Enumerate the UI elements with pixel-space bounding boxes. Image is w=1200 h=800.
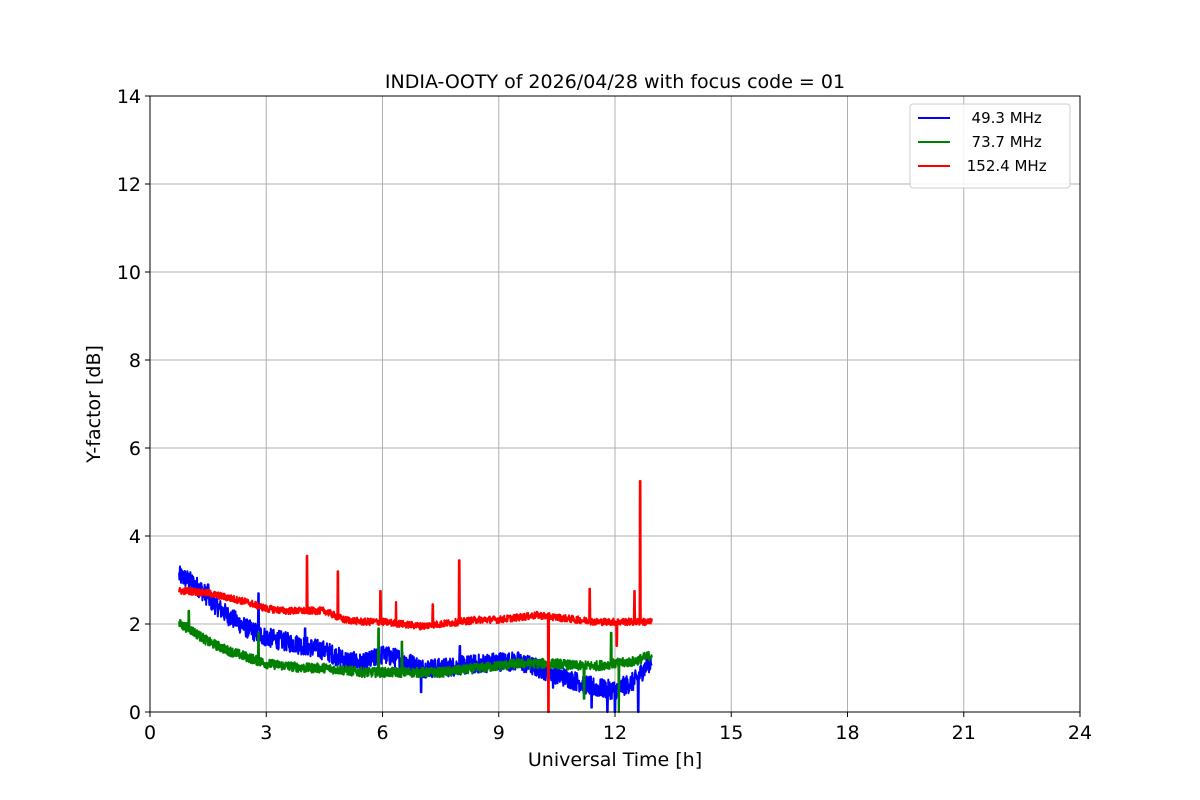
y-tick-label: 12 xyxy=(117,174,141,196)
legend-label: 73.7 MHz xyxy=(962,133,1042,151)
legend-label: 49.3 MHz xyxy=(962,109,1042,127)
series-line-49-3-mhz xyxy=(178,565,653,713)
series-layer xyxy=(178,480,653,713)
x-tick-label: 0 xyxy=(144,722,156,744)
y-tick-label: 2 xyxy=(129,614,141,636)
series-line-152-4-mhz xyxy=(178,480,653,713)
legend: 49.3 MHz 73.7 MHz 152.4 MHz xyxy=(909,103,1071,189)
y-tick-label: 4 xyxy=(129,526,141,548)
x-tick-label: 12 xyxy=(603,722,627,744)
x-tick-label: 24 xyxy=(1068,722,1092,744)
series-line-73-7-mhz xyxy=(178,609,653,713)
x-tick-label: 9 xyxy=(493,722,505,744)
y-tick-label: 8 xyxy=(129,350,141,372)
y-tick-label: 6 xyxy=(129,438,141,460)
x-axis-title: Universal Time [h] xyxy=(528,749,702,771)
y-tick-label: 14 xyxy=(117,86,141,108)
x-tick-label: 15 xyxy=(719,722,743,744)
y-tick-label: 10 xyxy=(117,262,141,284)
y-tick-label: 0 xyxy=(129,702,141,724)
x-tick-label: 6 xyxy=(376,722,388,744)
x-tick-label: 3 xyxy=(260,722,272,744)
chart-title: INDIA-OOTY of 2026/04/28 with focus code… xyxy=(385,71,845,93)
y-axis-title: Y-factor [dB] xyxy=(83,345,105,464)
x-tick-label: 21 xyxy=(952,722,976,744)
legend-label: 152.4 MHz xyxy=(962,157,1047,175)
x-tick-label: 18 xyxy=(835,722,859,744)
